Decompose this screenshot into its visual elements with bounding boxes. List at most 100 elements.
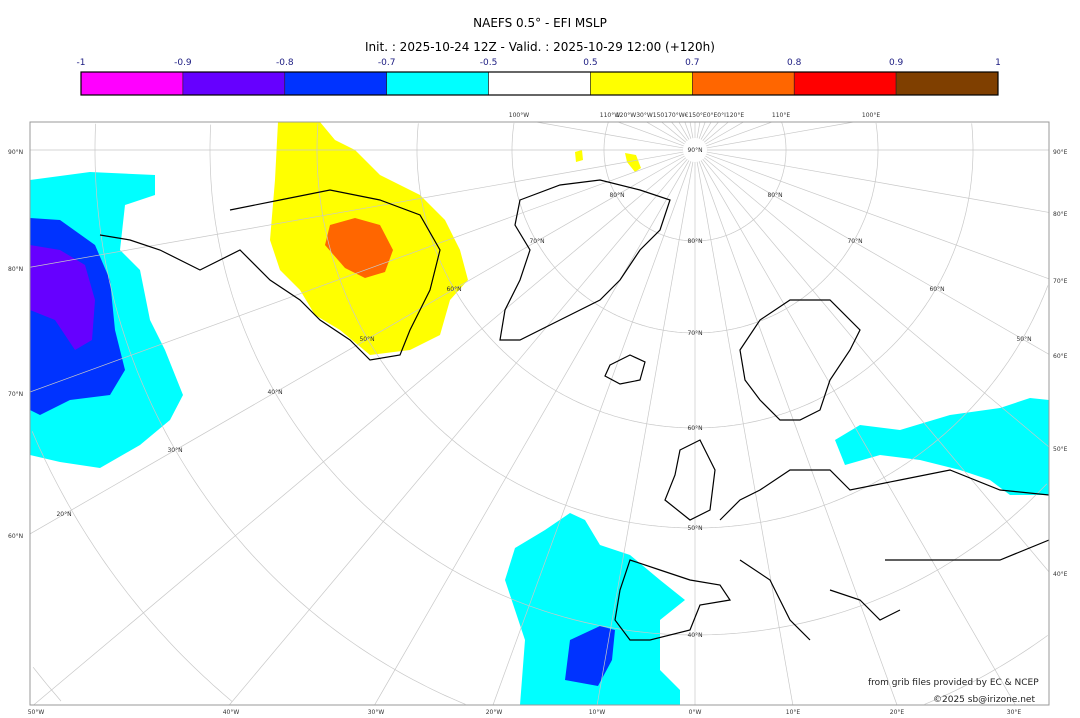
- graticule-label: 30°N: [167, 447, 182, 454]
- graticule-label: 20°E: [890, 709, 905, 716]
- coast-britain: [664, 439, 716, 521]
- meridian-line: [374, 160, 690, 705]
- field-yellow-arctic-2: [625, 153, 641, 172]
- meridian-line: [30, 155, 685, 535]
- parallel-line: [924, 635, 1048, 705]
- graticule-label: 80°E: [1053, 211, 1068, 218]
- parallel-line: [603, 122, 695, 242]
- meridian-line: [617, 122, 684, 147]
- meridian-line: [678, 122, 690, 140]
- coast-greenland: [499, 179, 671, 341]
- graticule-labels: 90°N 80°N 70°N 60°N 90°E 80°E 70°E 60°E 50°E 40°E…: [8, 112, 1068, 716]
- graticule-label: 110°W: [600, 112, 620, 119]
- graticule-label: 60°N: [8, 533, 23, 540]
- graticule-label: 90°N: [687, 147, 702, 154]
- parallel-line: [94, 123, 466, 705]
- colorbar-swatch: [895, 71, 999, 96]
- field-yellow-arctic-1: [575, 150, 583, 162]
- graticule-label: 30°W: [368, 709, 385, 716]
- meridian-line: [706, 151, 1049, 213]
- meridian-line: [536, 122, 684, 149]
- colorbar-tick-label: 0.8: [787, 58, 802, 68]
- colorbar-swatch: [488, 71, 591, 96]
- graticule-label: 60°E: [1053, 353, 1068, 360]
- graticule-label: 90°E: [1053, 149, 1068, 156]
- colorbar-tick-label: -0.9: [174, 58, 192, 68]
- coast-iceland: [604, 354, 646, 385]
- meridian-line: [705, 155, 1049, 355]
- meridian-line: [30, 153, 684, 393]
- graticule-label: 60°N: [929, 286, 944, 293]
- graticule-label: 80°N: [8, 266, 23, 273]
- meridian-line: [661, 122, 687, 143]
- graticule-label: 70°N: [529, 238, 544, 245]
- parallel-line: [209, 124, 695, 636]
- meridian-line: [703, 122, 729, 143]
- parallel-line: [695, 122, 787, 242]
- graticule-label: 110°E: [772, 112, 790, 119]
- graticule-label: 50°N: [687, 525, 702, 532]
- graticule-label: 80°N: [687, 238, 702, 245]
- graticule-label: 20°N: [56, 511, 71, 518]
- parallel-line: [511, 122, 695, 334]
- graticule-label: 40°E: [1053, 571, 1068, 578]
- colorbar-tick-label: -0.8: [276, 58, 294, 68]
- meridian-line: [703, 157, 1049, 448]
- graticule-label: 90°N: [8, 149, 23, 156]
- colorbar-tick-label: 0.5: [583, 58, 597, 68]
- colorbar-swatch: [793, 71, 897, 96]
- colorbar-swatch: [80, 71, 184, 96]
- graticule-label: 70°N: [847, 238, 862, 245]
- meridian-line: [696, 122, 701, 139]
- graticule-label: 30°E: [1007, 709, 1022, 716]
- colorbar: -1 -0.9 -0.8 -0.7 -0.5 0.5 0.7 0.8 0.9 1: [77, 58, 1001, 96]
- field-cyan-iberia: [505, 513, 685, 705]
- graticule-label: 10°W: [589, 709, 606, 716]
- parallel-line: [695, 123, 974, 429]
- colorbar-tick-label: 0.7: [685, 58, 699, 68]
- map-subtitle: Init. : 2025-10-24 12Z - Valid. : 2025-1…: [365, 40, 715, 54]
- field-orange-canada: [325, 218, 393, 278]
- graticule-label: 50°W: [28, 709, 45, 716]
- coast-canada: [99, 189, 441, 361]
- graticule-label: 100°E: [862, 112, 880, 119]
- parallel-line: [32, 666, 62, 702]
- colorbar-swatch: [590, 71, 693, 96]
- graticule-label: 50°N: [1016, 336, 1031, 343]
- meridian-line: [706, 122, 854, 149]
- graticule-label: 40°N: [267, 389, 282, 396]
- meridian-line: [702, 122, 719, 142]
- meridian-line: [705, 122, 744, 145]
- parallel-line: [316, 123, 695, 529]
- graticule-label: 40°N: [687, 632, 702, 639]
- graticule-label: 80°N: [609, 192, 624, 199]
- colorbar-border: [80, 71, 999, 96]
- coastlines: [99, 179, 1049, 641]
- colorbar-tick-label: -0.7: [378, 58, 396, 68]
- graticule-label: 70°N: [8, 391, 23, 398]
- meridian-line: [700, 160, 1016, 705]
- meridian-line: [696, 161, 794, 705]
- meridian-line: [671, 122, 688, 142]
- colorbar-tick-label: -0.5: [480, 58, 498, 68]
- graticule-label: 70°E: [1053, 278, 1068, 285]
- field-purple-west: [30, 245, 95, 350]
- data-source-credit: from grib files provided by EC & NCEP: [868, 678, 1039, 688]
- meridian-line: [706, 153, 1049, 280]
- graticule-label: 50°N: [359, 336, 374, 343]
- coast-europe: [614, 469, 1049, 641]
- meridian-line: [684, 122, 692, 139]
- meridian-line: [646, 122, 685, 145]
- colorbar-swatch: [284, 71, 387, 96]
- graticule-label: 0°W: [689, 709, 702, 716]
- meridian-line: [702, 158, 1049, 573]
- graticule-label: 60°N: [446, 286, 461, 293]
- map-title: NAEFS 0.5° - EFI MSLP: [473, 16, 607, 30]
- graticule: [30, 122, 1049, 705]
- colorbar-tick-label: 0.9: [889, 58, 904, 68]
- colorbar-tick-label: 1: [995, 58, 1001, 68]
- meridian-line: [700, 122, 712, 140]
- meridian-line: [698, 122, 706, 139]
- parallel-line: [695, 285, 1049, 529]
